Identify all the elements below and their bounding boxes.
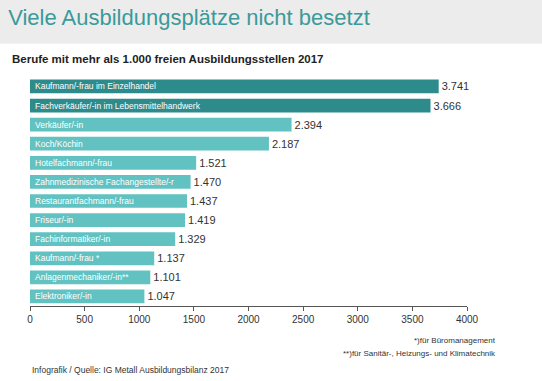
svg-text:2500: 2500 — [292, 314, 315, 325]
svg-text:Kaufmann/-frau im Einzelhandel: Kaufmann/-frau im Einzelhandel — [35, 81, 156, 91]
svg-text:Zahnmedizinische Fachangestell: Zahnmedizinische Fachangestellte/-r — [35, 177, 174, 187]
svg-text:1500: 1500 — [183, 314, 206, 325]
svg-text:2000: 2000 — [237, 314, 260, 325]
svg-text:Koch/Köchin: Koch/Köchin — [35, 139, 83, 149]
svg-text:Berufe mit mehr als 1.000 frei: Berufe mit mehr als 1.000 freien Ausbild… — [12, 53, 323, 65]
svg-text:2.394: 2.394 — [295, 119, 323, 131]
svg-text:4000: 4000 — [456, 314, 479, 325]
svg-text:Hotelfachmann/-frau: Hotelfachmann/-frau — [35, 158, 112, 168]
svg-text:1.047: 1.047 — [147, 290, 175, 302]
svg-text:**)für Sanitär-, Heizungs- und: **)für Sanitär-, Heizungs- und Klimatech… — [343, 349, 496, 358]
svg-text:3000: 3000 — [347, 314, 370, 325]
svg-text:Infografik / Quelle: IG Metall: Infografik / Quelle: IG Metall Ausbildun… — [32, 365, 229, 375]
svg-text:Elektroniker/-in: Elektroniker/-in — [35, 291, 92, 301]
svg-text:3500: 3500 — [401, 314, 424, 325]
svg-text:Viele Ausbildungsplätze nicht: Viele Ausbildungsplätze nicht besetzt — [8, 5, 370, 30]
svg-text:*)für Büromanagement: *)für Büromanagement — [414, 336, 496, 345]
svg-text:Friseur/-in: Friseur/-in — [35, 215, 74, 225]
svg-text:0: 0 — [27, 314, 33, 325]
svg-text:1000: 1000 — [128, 314, 151, 325]
svg-text:Verkäufer/-in: Verkäufer/-in — [35, 120, 83, 130]
svg-text:Restaurantfachmann/-frau: Restaurantfachmann/-frau — [35, 196, 134, 206]
svg-text:3.666: 3.666 — [434, 100, 462, 112]
svg-text:Anlagenmechaniker/-in**: Anlagenmechaniker/-in** — [35, 272, 129, 282]
svg-text:500: 500 — [76, 314, 93, 325]
svg-text:1.419: 1.419 — [188, 214, 216, 226]
svg-text:Fachverkäufer/-in im Lebensmit: Fachverkäufer/-in im Lebensmittelhandwer… — [35, 101, 201, 111]
svg-text:1.329: 1.329 — [178, 233, 206, 245]
svg-text:1.101: 1.101 — [153, 271, 181, 283]
svg-text:Kaufmann/-frau *: Kaufmann/-frau * — [35, 253, 100, 263]
svg-text:1.137: 1.137 — [157, 252, 185, 264]
svg-text:2.187: 2.187 — [272, 138, 300, 150]
svg-text:Fachinformatiker/-in: Fachinformatiker/-in — [35, 234, 110, 244]
svg-text:1.470: 1.470 — [194, 176, 222, 188]
svg-text:1.521: 1.521 — [199, 157, 227, 169]
svg-text:1.437: 1.437 — [190, 195, 218, 207]
svg-text:3.741: 3.741 — [442, 80, 470, 92]
